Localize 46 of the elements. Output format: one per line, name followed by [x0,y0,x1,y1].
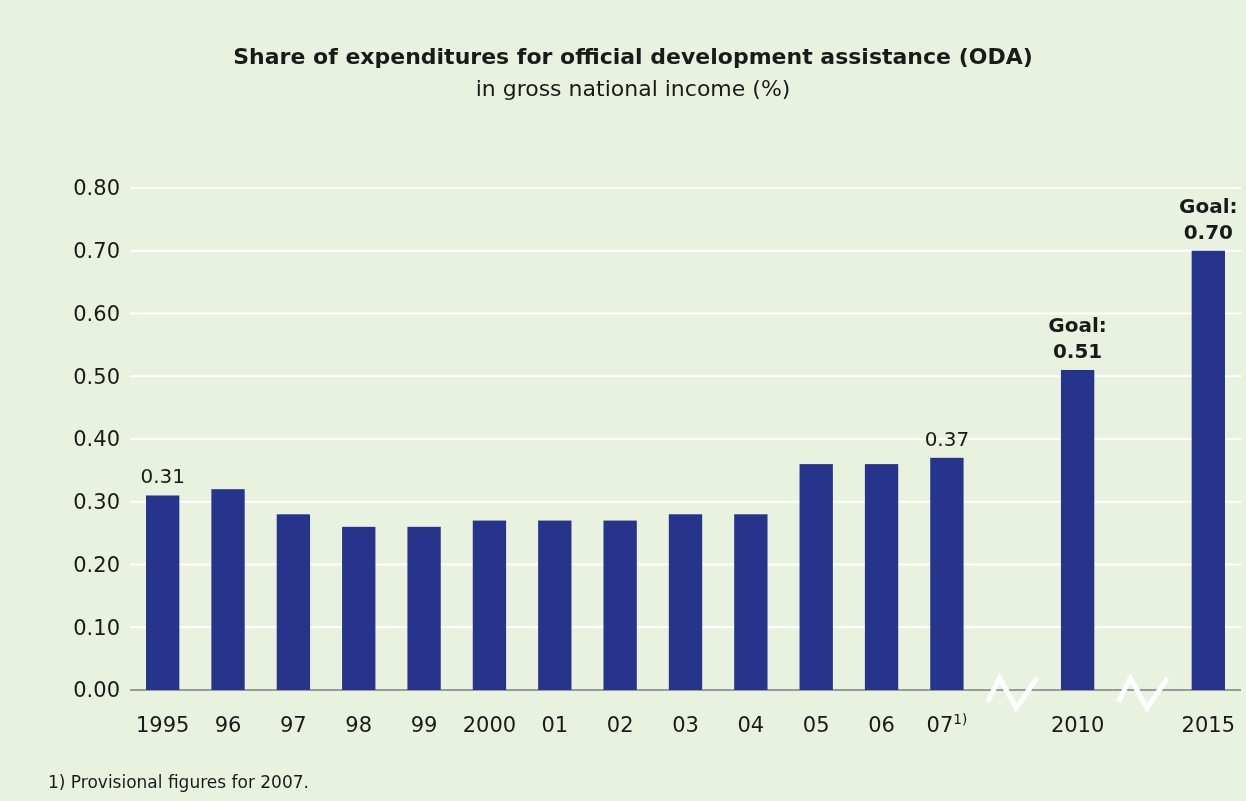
x-tick-label: 05 [802,713,830,737]
y-tick-label: 0.60 [73,301,120,326]
x-tick-label: 1995 [135,713,190,737]
bar [276,514,311,690]
data-label: 0.37 [924,426,970,451]
x-tick-label: 96 [214,713,242,737]
bar [472,520,507,690]
y-tick-label: 0.40 [73,427,120,452]
x-tick-label: 99 [410,713,438,737]
bar [407,526,441,690]
x-tick-label: 98 [345,713,373,737]
y-tick-label: 0.20 [73,552,120,577]
bar [799,464,833,690]
text: 1) Provisional figures for 2007. [48,772,309,792]
y-tick-label: 0.00 [73,678,120,703]
x-tick-label: 04 [737,713,765,737]
bar [734,514,768,690]
x-tick-label: 02 [606,713,634,737]
y-tick-label: 0.30 [73,490,120,515]
y-tick-label: 0.10 [73,615,120,640]
data-label: 0.31 [140,464,185,489]
x-tick-label: 03 [672,713,699,737]
y-tick-label: 0.70 [73,239,120,264]
data-label: Goal: 0.51 [1048,312,1107,363]
bar [864,464,899,690]
x-tick-label: 2000 [462,713,517,737]
x-tick-label: 01 [541,713,569,737]
bar [930,457,964,690]
x-tick-label: 2010 [1050,713,1105,737]
bar [1191,250,1225,690]
bar [668,514,703,690]
y-tick-label: 0.80 [73,176,120,201]
bar [146,495,180,690]
chart-subtitle: in gross national income (%) [475,76,791,101]
data-label: Goal: 0.70 [1179,193,1238,244]
x-tick-label: 06 [868,713,895,737]
x-tick-label: 07$^{1)}$ [926,711,968,737]
bar [603,520,637,690]
bar [211,489,245,690]
y-tick-label: 0.50 [73,364,120,389]
x-tick-label: 97 [280,713,307,737]
x-tick-label: 2015 [1181,713,1236,737]
bar [342,526,376,690]
bar [1060,369,1095,690]
bar [538,520,572,690]
chart-title: Share of expenditures for official development assistance (ODA) [233,44,1033,69]
